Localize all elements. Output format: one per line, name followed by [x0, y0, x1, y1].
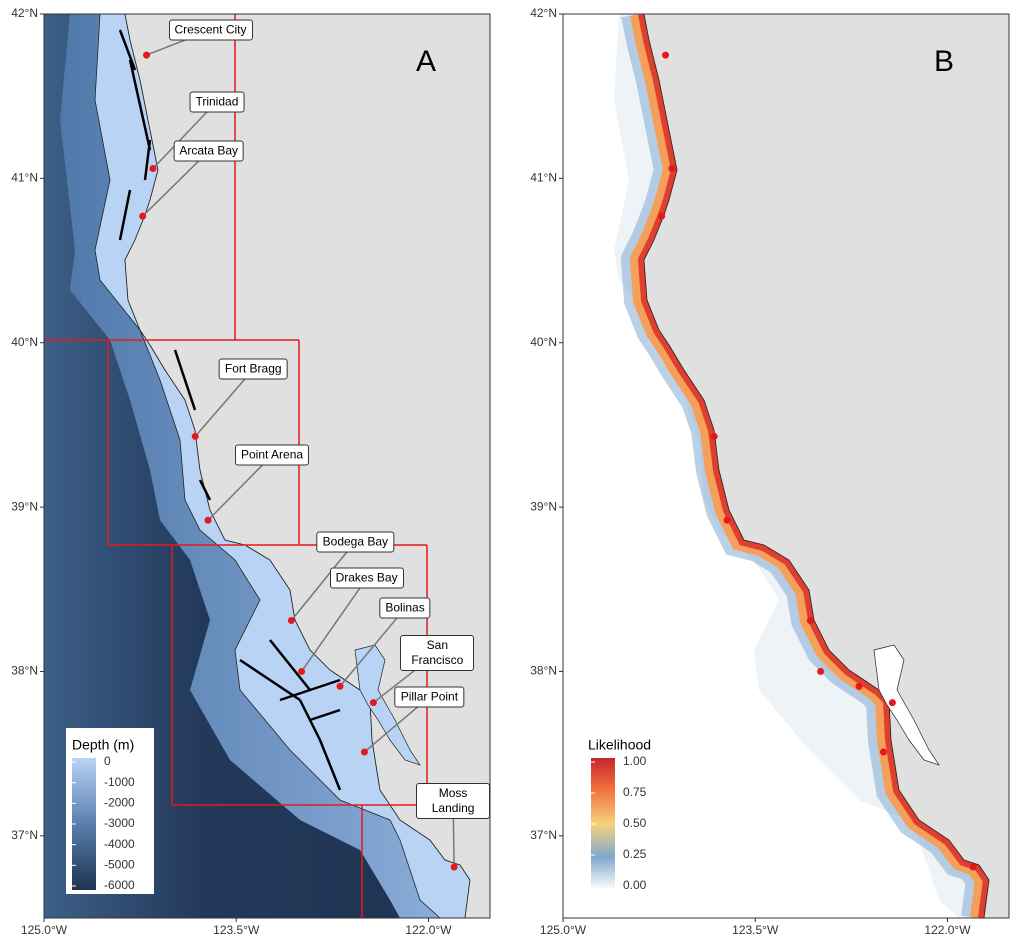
- panel-frame: [43, 13, 491, 919]
- legend-tick-label: -6000: [104, 878, 135, 892]
- port: [662, 51, 670, 59]
- port-label: Fort Bragg: [218, 358, 288, 380]
- port: [658, 212, 666, 220]
- panel-b-map: [563, 14, 1009, 918]
- port-label: Trinidad: [189, 91, 245, 112]
- port: [139, 212, 147, 220]
- leader-line: [290, 541, 356, 621]
- legend-tick-label: 0: [104, 754, 111, 768]
- port: [149, 165, 157, 173]
- legend-tick-label: 1.00: [623, 754, 647, 768]
- port: [360, 748, 368, 756]
- legend-tick-label: 0.00: [623, 878, 647, 892]
- legend-tick-label: 0.25: [623, 847, 647, 861]
- port-label: Arcata Bay: [173, 140, 245, 162]
- port-label: Point Arena: [235, 444, 310, 466]
- y-tick-label: 40°N: [530, 335, 557, 349]
- port-label: Crescent City: [168, 19, 253, 41]
- legend-title: Depth (m): [72, 737, 134, 753]
- y-tick-label: 42°N: [530, 6, 557, 20]
- panel-frame: [562, 13, 1010, 919]
- x-tick-label: 123.5°W: [213, 923, 260, 937]
- port-label: Moss Landing: [416, 783, 491, 820]
- legend-tick-label: -1000: [104, 775, 135, 789]
- leader-line: [142, 150, 210, 217]
- x-tick-label: 122.0°W: [924, 923, 971, 937]
- port: [969, 863, 977, 871]
- port: [191, 432, 199, 440]
- leader-line: [207, 454, 273, 521]
- panel-letter: B: [934, 45, 954, 78]
- port: [817, 667, 825, 675]
- bay: [354, 644, 421, 766]
- port: [668, 165, 676, 173]
- y-tick-label: 40°N: [11, 335, 38, 349]
- y-tick-label: 41°N: [530, 171, 557, 185]
- port-label: Pillar Point: [394, 686, 465, 708]
- y-tick-label: 38°N: [11, 664, 38, 678]
- y-tick-label: 38°N: [530, 664, 557, 678]
- port: [450, 863, 458, 871]
- legend-tick-label: -5000: [104, 858, 135, 872]
- x-tick-label: 123.5°W: [732, 923, 779, 937]
- legend-tick-label: -3000: [104, 816, 135, 830]
- leader-line: [300, 578, 368, 672]
- y-tick-label: 42°N: [11, 6, 38, 20]
- leader-line: [194, 368, 254, 437]
- port-label: San Francisco: [400, 634, 475, 671]
- y-tick-label: 37°N: [11, 828, 38, 842]
- x-tick-label: 125.0°W: [21, 923, 68, 937]
- port-label: Bolinas: [379, 597, 431, 619]
- leader-line: [152, 100, 218, 170]
- port: [806, 617, 814, 625]
- port: [298, 667, 306, 675]
- port: [336, 682, 344, 690]
- port-label: Bodega Bay: [316, 531, 395, 552]
- port: [369, 699, 377, 707]
- x-tick-label: 125.0°W: [540, 923, 587, 937]
- port: [888, 699, 896, 707]
- port: [879, 748, 887, 756]
- legend-tick-label: -4000: [104, 837, 135, 851]
- fishing-tracks: [118, 29, 342, 791]
- panel-letter: A: [416, 45, 436, 78]
- y-tick-label: 37°N: [530, 828, 557, 842]
- port: [710, 432, 718, 440]
- port: [855, 682, 863, 690]
- legend-tick-label: -2000: [104, 796, 135, 810]
- y-tick-label: 39°N: [11, 499, 38, 513]
- leader-line: [339, 607, 406, 687]
- port: [723, 516, 731, 524]
- port: [143, 51, 151, 59]
- bay: [873, 644, 940, 766]
- legend-tick-label: 0.50: [623, 816, 647, 830]
- port: [287, 617, 295, 625]
- y-tick-label: 39°N: [530, 499, 557, 513]
- legend-tick-label: 0.75: [623, 785, 647, 799]
- y-tick-label: 41°N: [11, 171, 38, 185]
- x-tick-label: 122.0°W: [405, 923, 452, 937]
- port-label: Drakes Bay: [329, 567, 404, 589]
- port: [204, 516, 212, 524]
- legend-title: Likelihood: [588, 737, 651, 753]
